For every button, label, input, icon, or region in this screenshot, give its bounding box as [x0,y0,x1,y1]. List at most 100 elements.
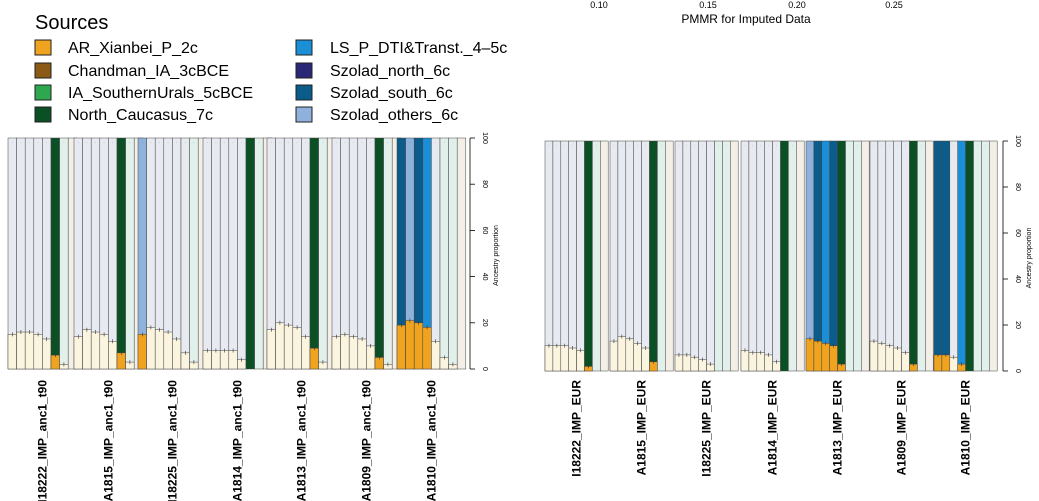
bar-top-mark: · [29,140,30,145]
bar-top-mark: · [435,140,436,145]
sample-label: A1809_IMP_anc1_t90 [359,380,373,501]
sample-group-0-6: · · · · · · · [396,137,467,370]
bar-upper-segment [649,140,658,372]
bar-upper-segment [722,140,731,372]
bar-upper-segment [172,137,182,370]
bar-top-mark: · [296,140,297,145]
bar-lower-segment [933,354,943,372]
bar-upper-segment [301,137,311,370]
bar-lower-segment [821,343,830,372]
sample-label: I18225_IMP_anc1_t90 [165,380,179,501]
bar-upper-segment [383,137,393,370]
bar-top-mark: · [150,140,151,145]
bar-upper-segment [981,140,990,372]
bar-top-mark: · [961,143,962,148]
bar-lower-segment [33,334,43,370]
bar-top-mark: · [207,140,208,145]
bar-upper-segment [869,140,879,372]
bar-top-mark: · [305,140,306,145]
bar-lower-segment [756,352,765,372]
bar-lower-segment [552,345,562,372]
legend-label-0: AR_Xianbei_P_2c [68,40,198,57]
bar-top-mark: · [718,143,719,148]
bar-upper-segment [228,137,238,370]
bar-lower-segment [24,331,35,370]
bar-top-mark: · [167,140,168,145]
bar-upper-segment [125,137,135,370]
bar-lower-segment [340,334,350,370]
bar-upper-segment [682,140,692,372]
sample-group-0-4: · · · · · · · [266,137,337,370]
bar-lower-segment [690,356,699,372]
bar-upper-segment [885,140,894,372]
sample-group-1-3: · · · · · · · [740,140,805,372]
bar-lower-segment [885,345,894,372]
bar-lower-segment [617,336,627,372]
bar-top-mark: · [710,143,711,148]
bar-top-mark: · [825,143,826,148]
bar-full [989,140,998,372]
bar-top-mark: · [752,143,753,148]
bar-upper-segment [42,137,52,370]
bar-upper-segment [431,137,441,370]
bar-upper-segment [609,140,619,372]
bar-top-mark: · [426,140,427,145]
bar-top-mark: · [760,143,761,148]
bar-upper-segment [821,140,830,372]
bar-top-mark: · [873,143,874,148]
sample-group-1-1: · · · · · · · [609,140,674,372]
bar-full [665,140,674,372]
bar-lower-segment [625,338,634,372]
bar-top-mark: · [37,140,38,145]
bar-top-mark: · [768,143,769,148]
bar-top-mark: · [969,143,970,148]
legend: Sources AR_Xianbei_P_2c Chandman_IA_3cBC… [34,12,507,124]
y-axis-label: Ancestry proportion [493,225,500,286]
bar-lower-segment [211,350,221,370]
bar-top-mark: · [726,143,727,148]
bar-lower-segment [431,341,441,370]
legend-label-1: Chandman_IA_3cBCE [68,63,229,80]
sample-label: A1813_IMP_EUR [831,380,845,476]
bar-lower-segment [422,327,432,370]
legend-swatch-1 [34,62,52,79]
bar-upper-segment [941,140,951,372]
bar-lower-segment [764,354,773,372]
legend-swatch-2 [34,84,52,101]
bar-top-mark: · [572,143,573,148]
bar-lower-segment [877,343,887,372]
bar-top-mark: · [985,143,986,148]
bar-top-mark: · [159,140,160,145]
bar-top-mark: · [629,143,630,148]
sample-group-0-0: · · · · · · · [7,137,78,370]
bar-lower-segment [163,331,173,370]
bar-upper-segment [568,140,577,372]
bar-top-mark: · [121,140,122,145]
bar-top-mark: · [588,143,589,148]
bar-upper-segment [780,140,789,372]
bar-top-mark: · [953,143,954,148]
legend-swatch-4 [295,39,313,56]
bar-lower-segment [568,347,577,372]
bar-top-mark: · [215,140,216,145]
bar-top-mark: · [232,140,233,145]
bar-lower-segment [396,324,406,370]
bar-top-mark: · [193,140,194,145]
bar-top-mark: · [78,140,79,145]
bar-top-mark: · [409,140,410,145]
bar-upper-segment [633,140,642,372]
y-axis: 0 20 40 60 80 100 Ancestry proportion [1002,135,1033,373]
bar-top-mark: · [841,143,842,148]
bar-top-mark: · [621,143,622,148]
bar-lower-segment [275,322,285,370]
bar-top-mark: · [63,140,64,145]
sample-label: A1813_IMP_anc1_t90 [294,380,308,501]
y-tick-label: 40 [1014,275,1021,283]
bar-top-mark: · [95,140,96,145]
sample-label: A1810_IMP_EUR [959,380,973,476]
bar-top-mark: · [556,143,557,148]
bar-full [730,140,739,372]
bar-top-mark: · [452,140,453,145]
bar-lower-segment [202,350,212,370]
bar-lower-segment [869,340,879,372]
